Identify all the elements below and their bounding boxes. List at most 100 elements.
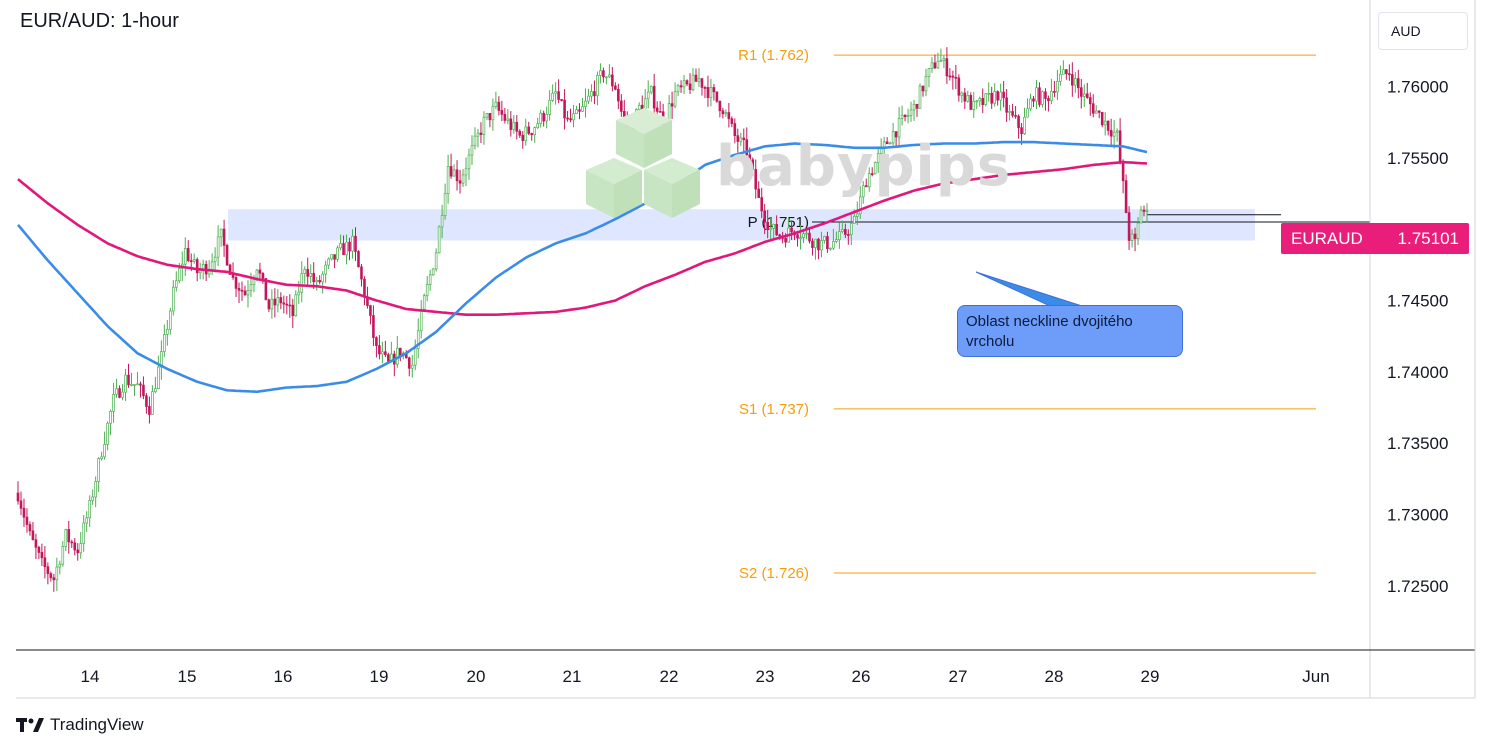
candle-body [912, 103, 916, 111]
candle-body [1082, 93, 1086, 97]
candle-body [482, 116, 486, 135]
candle-body [291, 304, 295, 317]
candle-body [297, 291, 301, 296]
candle-body [975, 100, 979, 103]
candle-body [676, 85, 680, 93]
candle-body [757, 188, 761, 198]
candle-body [109, 411, 112, 424]
candle-body [443, 193, 447, 216]
x-tick-label: 15 [178, 667, 197, 686]
candle-body [255, 269, 259, 279]
y-tick-label: 1.74500 [1387, 291, 1448, 310]
candle-body [620, 100, 623, 112]
candle-body [930, 62, 934, 69]
candle-body [1130, 233, 1134, 241]
candle-body [563, 99, 566, 119]
candle-body [1002, 91, 1005, 99]
y-tick-label: 1.74000 [1387, 363, 1448, 382]
ma-blue-line [17, 140, 1148, 394]
candle-body [70, 541, 74, 544]
candle-body [724, 112, 728, 115]
candle-body [318, 279, 321, 283]
candle-body [978, 98, 982, 102]
candle-body [891, 131, 895, 144]
candle-body [760, 197, 764, 212]
candle-body [354, 235, 357, 252]
candle-body [751, 159, 755, 170]
candle-body [718, 100, 722, 112]
candle-body [381, 351, 384, 355]
candle-body [437, 226, 441, 254]
candle-body [763, 210, 766, 223]
candle-body [554, 91, 557, 94]
candle-body [288, 304, 292, 307]
candle-body [270, 298, 274, 310]
currency-button[interactable]: AUD [1378, 12, 1468, 50]
candle-body [458, 180, 462, 184]
candle-body [330, 254, 333, 260]
candle-body [730, 118, 734, 124]
candle-body [151, 391, 154, 415]
candle-body [841, 229, 844, 232]
candle-body [79, 543, 83, 554]
tradingview-logo[interactable]: TradingView [16, 715, 144, 735]
candle-body [240, 289, 244, 292]
candle-body [670, 103, 674, 107]
candle-body [1062, 69, 1065, 75]
candle-body [16, 492, 20, 502]
candle-body [590, 91, 593, 97]
candle-body [661, 111, 665, 129]
candle-body [419, 308, 423, 332]
candle-body [336, 247, 339, 260]
candle-body [285, 303, 289, 306]
candle-body [721, 110, 725, 115]
candle-body [43, 557, 47, 568]
candle-body [1121, 160, 1125, 182]
candle-body [425, 284, 429, 297]
candle-body [19, 500, 23, 509]
candle-body [55, 566, 59, 581]
candle-body [172, 286, 175, 312]
candle-body [449, 166, 453, 177]
candle-body [1142, 209, 1146, 212]
candle-body [536, 123, 539, 128]
candle-body [49, 573, 53, 579]
candle-body [246, 290, 250, 296]
candle-body [440, 215, 444, 228]
candle-body [276, 297, 280, 306]
candle-body [183, 248, 187, 265]
candle-body [614, 85, 617, 90]
candle-body [581, 106, 584, 112]
candle-body [637, 104, 641, 111]
level-label-s1: S1 (1.737) [739, 401, 809, 418]
candle-body [646, 91, 650, 100]
candle-body [348, 241, 351, 252]
candle-body [303, 269, 307, 274]
candle-body [691, 74, 695, 90]
candle-body [987, 92, 991, 95]
candle-body [82, 522, 86, 544]
candle-body [273, 298, 277, 306]
candle-body [372, 315, 375, 338]
candle-body [234, 277, 238, 289]
candle-body [703, 87, 707, 89]
candle-body [1008, 111, 1011, 113]
candle-body [464, 168, 468, 176]
candle-body [888, 142, 892, 145]
candle-body [1005, 97, 1008, 113]
candle-body [124, 374, 127, 393]
candle-body [357, 251, 360, 268]
neckline-annotation[interactable]: Oblast neckline dvojitého vrcholu [957, 305, 1183, 357]
candle-body [145, 395, 148, 407]
candle-body [906, 115, 910, 118]
candle-body [685, 80, 689, 85]
candle-body [488, 113, 492, 121]
candle-body [1127, 212, 1131, 241]
candle-body [545, 114, 548, 122]
candle-body [431, 268, 435, 276]
candle-body [399, 347, 402, 356]
x-tick-label: 16 [274, 667, 293, 686]
candle-body [461, 174, 465, 184]
candle-body [733, 123, 737, 137]
